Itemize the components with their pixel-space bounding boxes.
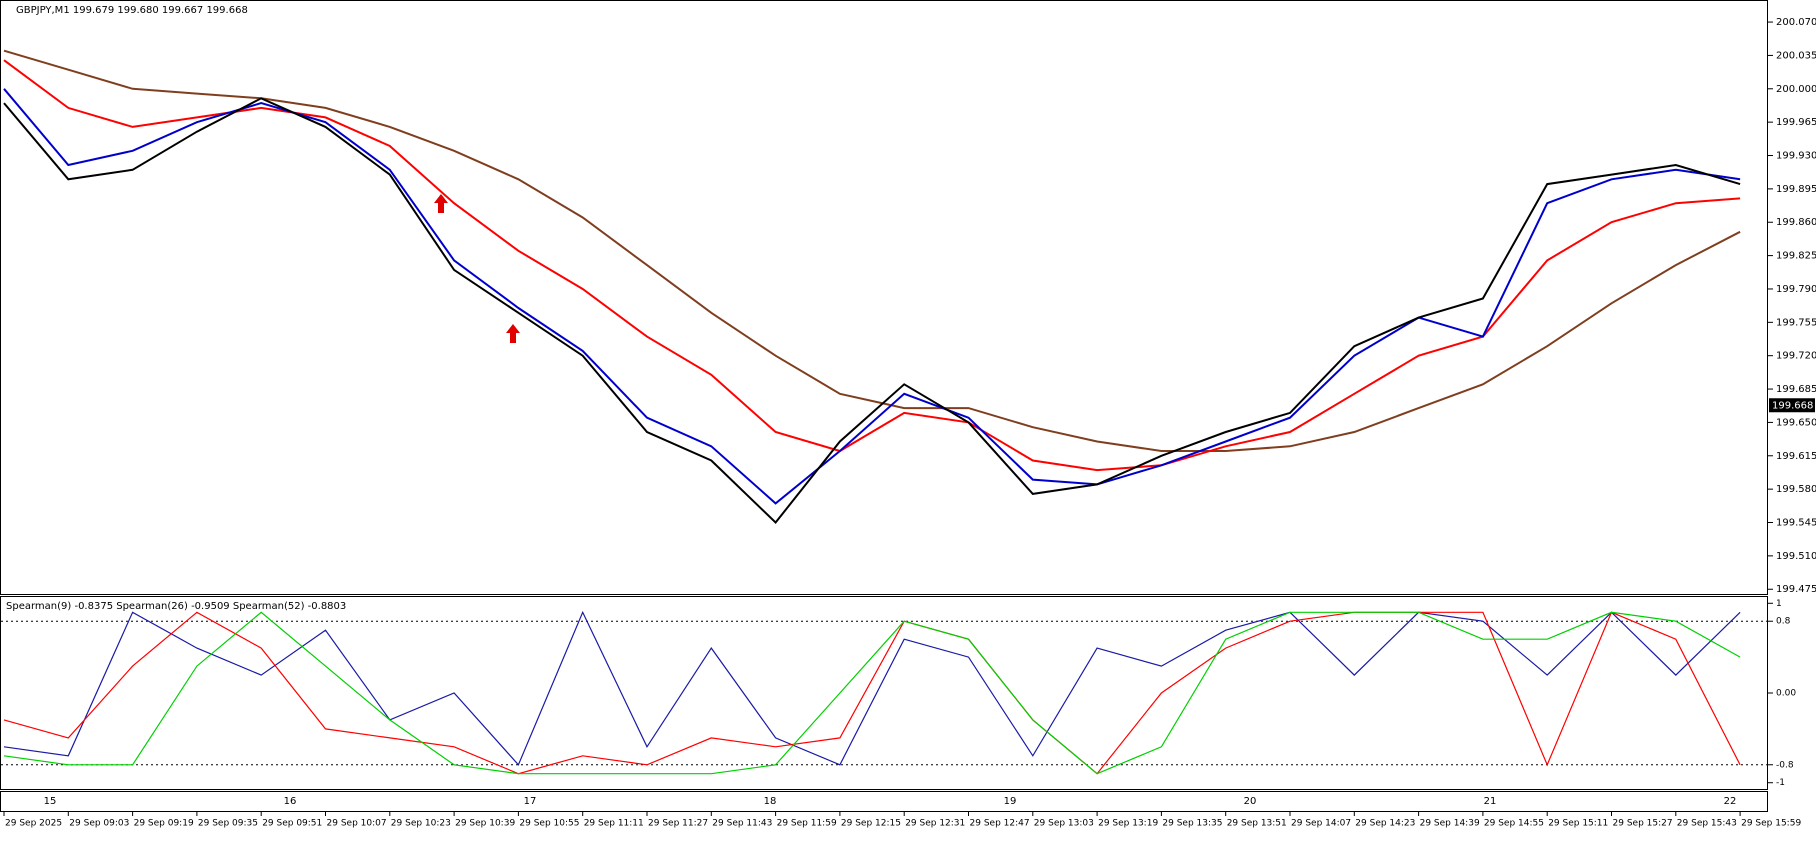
x-tick-label: 29 Sep 15:43 — [1677, 819, 1737, 829]
x-tick-label: 29 Sep 10:39 — [455, 819, 515, 829]
y-tick-label: 199.615 — [1776, 451, 1816, 462]
x-tick-label: 29 Sep 13:03 — [1034, 819, 1094, 829]
y-tick-label: 200.035 — [1776, 50, 1816, 61]
x-tick-label: 29 Sep 10:23 — [391, 819, 451, 829]
last-price-box — [1769, 398, 1815, 413]
y-tick-label: 199.650 — [1776, 417, 1816, 428]
y-tick-label: 199.790 — [1776, 284, 1816, 295]
x-tick-label: 29 Sep 15:59 — [1741, 819, 1801, 829]
x-tick-label: 29 Sep 12:15 — [841, 819, 901, 829]
signal-arrow — [506, 324, 520, 343]
day-label: 15 — [44, 796, 57, 807]
x-tick-label: 29 Sep 11:43 — [712, 819, 772, 829]
day-label: 20 — [1244, 796, 1257, 807]
x-tick-label: 29 Sep 12:31 — [905, 819, 965, 829]
x-tick-label: 29 Sep 13:35 — [1162, 819, 1222, 829]
day-label: 19 — [1004, 796, 1017, 807]
indicator-title: Spearman(9) -0.8375 Spearman(26) -0.9509… — [6, 601, 346, 612]
y-tick-label: 199.755 — [1776, 317, 1816, 328]
y-tick-label: 199.545 — [1776, 518, 1816, 529]
signal-arrow — [434, 194, 448, 213]
series-line — [3, 49, 1741, 452]
y-tick-label: 199.475 — [1776, 584, 1816, 595]
x-tick-label: 29 Sep 09:35 — [198, 819, 258, 829]
series-line — [3, 610, 1741, 766]
y-tick-label: 199.895 — [1776, 184, 1816, 195]
x-tick-label: 29 Sep 14:07 — [1291, 819, 1351, 829]
day-label: 21 — [1484, 796, 1497, 807]
day-label: 16 — [284, 796, 297, 807]
y-tick-label: 199.685 — [1776, 384, 1816, 395]
y-tick-label: 200.000 — [1776, 84, 1816, 95]
y-tick-label: -1 — [1776, 778, 1785, 788]
series-line — [3, 611, 1741, 775]
day-strip — [0, 791, 1768, 812]
x-tick-label: 29 Sep 15:11 — [1548, 819, 1608, 829]
y-tick-label: 0.8 — [1776, 617, 1791, 627]
x-tick-label: 29 Sep 10:07 — [327, 819, 387, 829]
indicator-panel — [0, 596, 1768, 790]
y-tick-label: 199.825 — [1776, 251, 1816, 262]
x-tick-label: 29 Sep 2025 — [5, 819, 62, 829]
x-tick-label: 29 Sep 14:55 — [1484, 819, 1544, 829]
x-tick-label: 29 Sep 10:55 — [519, 819, 579, 829]
x-tick-label: 29 Sep 09:51 — [262, 819, 322, 829]
last-price-label: 199.668 — [1772, 400, 1813, 411]
y-tick-label: 200.070 — [1776, 17, 1816, 28]
y-tick-label: -0.8 — [1776, 760, 1794, 770]
day-label: 17 — [524, 796, 537, 807]
y-tick-label: 199.965 — [1776, 117, 1816, 128]
x-tick-label: 29 Sep 14:23 — [1355, 819, 1415, 829]
y-tick-label: 199.580 — [1776, 484, 1816, 495]
y-tick-label: 1 — [1776, 599, 1782, 609]
main-panel — [0, 0, 1768, 595]
y-tick-label: 199.930 — [1776, 151, 1816, 162]
chart-title: GBPJPY,M1 199.679 199.680 199.667 199.66… — [16, 5, 248, 16]
x-tick-label: 29 Sep 09:03 — [69, 819, 129, 829]
y-tick-label: 199.720 — [1776, 351, 1816, 362]
day-label: 18 — [764, 796, 777, 807]
x-tick-label: 29 Sep 12:47 — [970, 819, 1030, 829]
x-tick-label: 29 Sep 13:51 — [1227, 819, 1287, 829]
y-tick-label: 199.860 — [1776, 217, 1816, 228]
day-label: 22 — [1724, 796, 1737, 807]
x-tick-label: 29 Sep 11:59 — [777, 819, 837, 829]
series-line — [3, 97, 1741, 524]
x-tick-label: 29 Sep 14:39 — [1420, 819, 1480, 829]
x-tick-label: 29 Sep 13:19 — [1098, 819, 1158, 829]
x-tick-label: 29 Sep 09:19 — [134, 819, 194, 829]
x-tick-label: 29 Sep 11:27 — [648, 819, 708, 829]
x-tick-label: 29 Sep 15:27 — [1613, 819, 1673, 829]
x-tick-label: 29 Sep 11:11 — [584, 819, 644, 829]
y-tick-label: 199.510 — [1776, 551, 1816, 562]
y-tick-label: 0.00 — [1776, 689, 1796, 699]
series-line — [3, 611, 1741, 775]
